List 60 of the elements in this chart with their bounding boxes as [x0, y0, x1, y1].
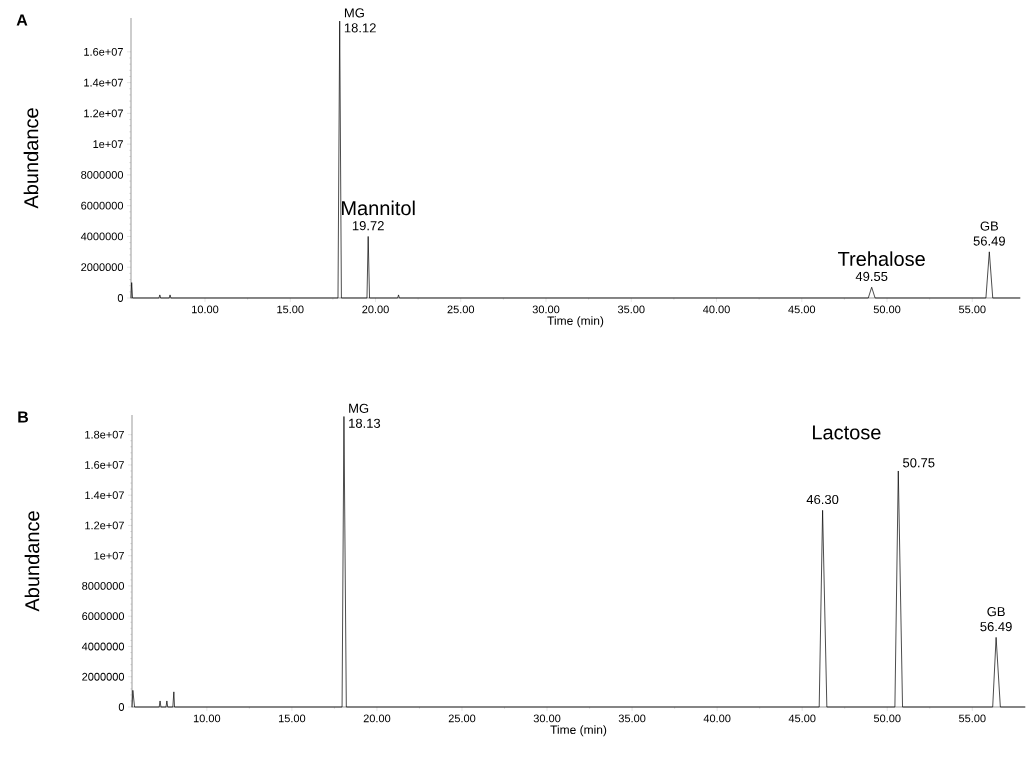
- x-tick-label: 10.00: [192, 305, 219, 314]
- annotation: 56.49: [973, 236, 1005, 246]
- annotation: 18.13: [349, 418, 381, 428]
- y-tick-label: 1e+07: [94, 551, 124, 560]
- x-tick-label: 25.00: [447, 305, 475, 314]
- y-tick-label: 6000000: [82, 612, 125, 621]
- y-tick-label: 6000000: [81, 201, 124, 210]
- x-tick-label: 50.00: [873, 305, 901, 314]
- chart-title: B: [18, 411, 29, 423]
- annotation: Mannitol: [342, 200, 415, 216]
- x-tick-label: 15.00: [278, 714, 306, 723]
- y-tick-label: 1e+07: [93, 140, 123, 149]
- annotation: GB: [987, 607, 1005, 617]
- y-tick-label: 1.4e+07: [85, 491, 124, 500]
- annotation: MG: [349, 403, 369, 413]
- annotation: GB: [980, 221, 999, 231]
- annotation: MG: [344, 8, 364, 18]
- x-tick-label: 30.00: [532, 305, 560, 314]
- x-tick-label: 45.00: [788, 714, 816, 723]
- x-tick-label: 55.00: [958, 305, 986, 314]
- y-tick-label: 1.2e+07: [84, 109, 123, 118]
- x-tick-label: 45.00: [788, 305, 816, 314]
- annotation: Trehalose: [838, 251, 925, 267]
- x-axis-title: Time (min): [550, 725, 607, 737]
- x-tick-label: 10.00: [193, 714, 221, 723]
- y-axis-title: Abundance: [23, 108, 39, 209]
- x-tick-label: 35.00: [617, 305, 645, 314]
- y-tick-label: 1.6e+07: [84, 47, 123, 56]
- y-tick-label: 0: [117, 294, 124, 302]
- x-tick-label: 20.00: [363, 714, 391, 723]
- y-tick-label: 1.8e+07: [85, 430, 124, 439]
- chart-title: A: [16, 14, 28, 26]
- y-tick-label: 8000000: [82, 582, 125, 590]
- y-tick-label: 1.4e+07: [84, 78, 123, 87]
- x-tick-label: 40.00: [703, 305, 730, 314]
- annotation: Lactose: [813, 425, 881, 440]
- annotation: 49.55: [855, 271, 888, 282]
- x-tick-label: 55.00: [958, 714, 986, 723]
- annotation: 46.30: [806, 494, 839, 505]
- y-tick-label: 1.6e+07: [85, 461, 124, 469]
- y-tick-label: 2000000: [81, 263, 124, 272]
- x-tick-label: 30.00: [533, 714, 561, 723]
- x-tick-label: 50.00: [873, 714, 901, 723]
- x-tick-label: 25.00: [448, 714, 476, 723]
- y-tick-label: 8000000: [81, 171, 124, 179]
- y-tick-label: 4000000: [80, 232, 124, 241]
- y-axis-title: Abundance: [24, 511, 40, 612]
- annotation: 18.12: [344, 23, 376, 33]
- annotation: 50.75: [903, 458, 935, 468]
- x-axis-title: Time (min): [547, 316, 604, 328]
- x-tick-label: 40.00: [703, 714, 731, 723]
- y-tick-label: 4000000: [81, 642, 125, 651]
- annotation: 56.49: [980, 622, 1012, 632]
- y-tick-label: 0: [118, 703, 125, 711]
- y-tick-label: 1.2e+07: [85, 521, 124, 530]
- annotation: 19.72: [352, 221, 384, 231]
- x-tick-label: 15.00: [277, 305, 304, 314]
- y-tick-label: 2000000: [82, 672, 125, 681]
- x-tick-label: 20.00: [362, 305, 389, 314]
- x-tick-label: 35.00: [618, 714, 646, 723]
